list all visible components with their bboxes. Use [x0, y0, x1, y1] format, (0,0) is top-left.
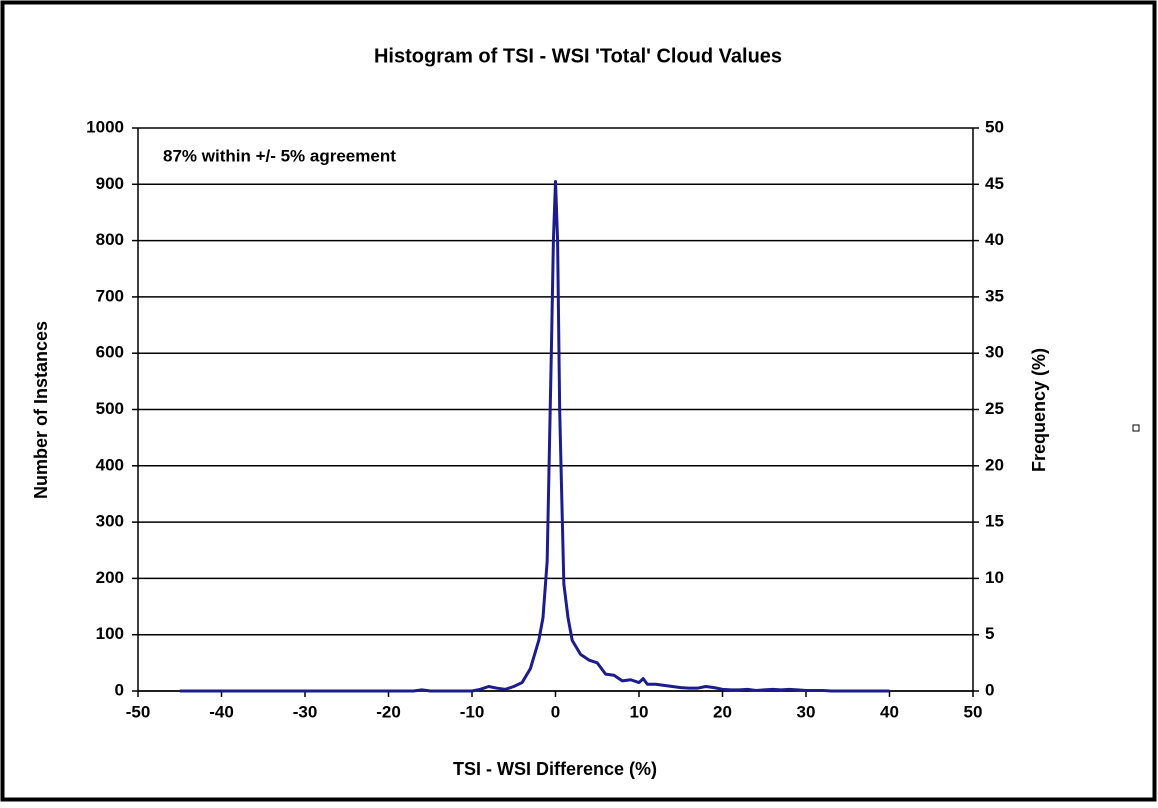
x-tick-label: 50	[964, 702, 983, 721]
y2-tick-label: 25	[985, 399, 1004, 418]
y2-axis-label: Frequency (%)	[1029, 348, 1049, 472]
x-tick-label: 30	[797, 702, 816, 721]
y2-tick-label: 5	[985, 624, 994, 643]
y-tick-label: 200	[96, 568, 124, 587]
y-tick-label: 300	[96, 512, 124, 531]
x-tick-label: 20	[713, 702, 732, 721]
y2-tick-label: 45	[985, 174, 1004, 193]
y2-tick-label: 40	[985, 230, 1004, 249]
y2-tick-label: 30	[985, 343, 1004, 362]
y-tick-label: 500	[96, 399, 124, 418]
y-tick-label: 1000	[86, 117, 124, 136]
y-tick-label: 600	[96, 343, 124, 362]
y2-tick-label: 0	[985, 680, 994, 699]
y-tick-label: 700	[96, 286, 124, 305]
y-tick-label: 400	[96, 455, 124, 474]
x-tick-label: 10	[630, 702, 649, 721]
x-tick-label: 40	[880, 702, 899, 721]
y2-tick-label: 20	[985, 455, 1004, 474]
x-tick-label: -40	[209, 702, 234, 721]
x-tick-label: -10	[460, 702, 485, 721]
y-axis-label: Number of Instances	[31, 321, 51, 499]
y2-tick-label: 15	[985, 512, 1004, 531]
y-tick-label: 800	[96, 230, 124, 249]
x-axis-label: TSI - WSI Difference (%)	[453, 759, 657, 779]
chart-title: Histogram of TSI - WSI 'Total' Cloud Val…	[374, 45, 782, 67]
y-tick-label: 900	[96, 174, 124, 193]
x-tick-label: 0	[551, 702, 560, 721]
y2-tick-label: 50	[985, 117, 1004, 136]
x-tick-label: -30	[293, 702, 318, 721]
y2-tick-label: 35	[985, 286, 1004, 305]
x-tick-label: -50	[126, 702, 151, 721]
x-tick-label: -20	[376, 702, 401, 721]
y-tick-label: 0	[115, 680, 124, 699]
annotation: 87% within +/- 5% agreement	[163, 146, 396, 165]
y-tick-label: 100	[96, 624, 124, 643]
data-line	[179, 179, 890, 693]
y2-tick-label: 10	[985, 568, 1004, 587]
handle	[1132, 424, 1140, 432]
